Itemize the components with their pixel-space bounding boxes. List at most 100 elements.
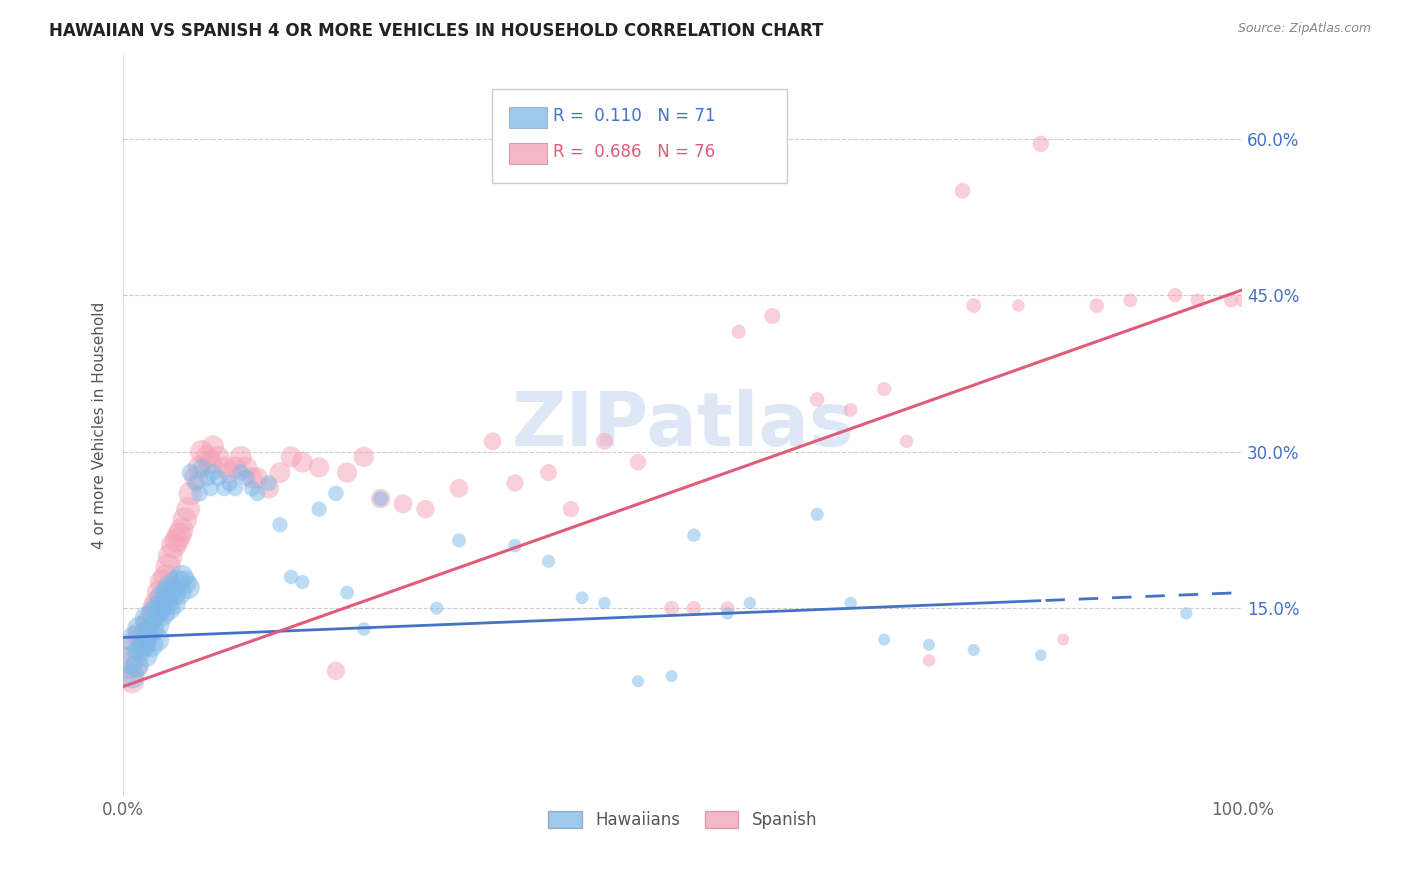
Point xyxy=(201,440,224,454)
Point xyxy=(291,575,314,590)
Point xyxy=(240,481,263,495)
Point xyxy=(1119,293,1142,308)
Point xyxy=(212,481,235,495)
Point xyxy=(177,502,200,516)
Point xyxy=(873,382,896,396)
Point xyxy=(152,607,174,621)
Point xyxy=(118,658,141,673)
Point xyxy=(571,591,593,605)
Point xyxy=(155,570,177,584)
Point xyxy=(179,466,201,480)
Point xyxy=(370,491,392,506)
Text: HAWAIIAN VS SPANISH 4 OR MORE VEHICLES IN HOUSEHOLD CORRELATION CHART: HAWAIIAN VS SPANISH 4 OR MORE VEHICLES I… xyxy=(49,22,824,40)
Y-axis label: 4 or more Vehicles in Household: 4 or more Vehicles in Household xyxy=(93,302,107,549)
Point xyxy=(683,601,706,615)
Point xyxy=(896,434,918,449)
Point xyxy=(336,585,359,599)
Point xyxy=(503,539,526,553)
Point xyxy=(152,575,174,590)
Point xyxy=(481,434,503,449)
Point xyxy=(173,575,195,590)
Point xyxy=(661,601,683,615)
Point xyxy=(963,299,986,313)
Point xyxy=(447,481,470,495)
Point xyxy=(1029,648,1052,663)
Point xyxy=(200,455,222,469)
Point xyxy=(353,622,375,636)
Point xyxy=(246,486,269,500)
Point xyxy=(166,575,188,590)
Point xyxy=(167,585,190,599)
Point xyxy=(184,471,207,485)
Point xyxy=(683,528,706,542)
Point xyxy=(136,612,159,626)
Text: Source: ZipAtlas.com: Source: ZipAtlas.com xyxy=(1237,22,1371,36)
Point xyxy=(1085,299,1108,313)
Point xyxy=(184,475,207,490)
Point xyxy=(240,471,263,485)
Point xyxy=(177,580,200,594)
Point xyxy=(291,455,314,469)
Point xyxy=(806,508,828,522)
Point xyxy=(952,184,974,198)
Point xyxy=(167,528,190,542)
Point xyxy=(124,632,146,647)
Point xyxy=(1187,293,1209,308)
Point xyxy=(141,622,163,636)
Point xyxy=(716,601,738,615)
Point xyxy=(124,638,146,652)
Point xyxy=(761,309,783,323)
Point xyxy=(129,627,152,641)
Point xyxy=(235,471,257,485)
Point xyxy=(159,549,181,563)
Point xyxy=(392,497,415,511)
Point xyxy=(503,475,526,490)
Text: ZIPatlas: ZIPatlas xyxy=(512,389,853,462)
Point xyxy=(308,502,330,516)
Point xyxy=(963,643,986,657)
Point xyxy=(170,570,193,584)
Point xyxy=(593,596,616,610)
Point xyxy=(170,523,193,537)
Point xyxy=(229,450,252,464)
Point xyxy=(560,502,582,516)
Point xyxy=(325,664,347,678)
Point xyxy=(447,533,470,548)
Point xyxy=(918,653,941,667)
Point xyxy=(537,554,560,568)
Point xyxy=(148,601,170,615)
Point xyxy=(146,616,169,631)
Point xyxy=(141,638,163,652)
Point xyxy=(146,596,169,610)
Point xyxy=(839,403,862,417)
Point xyxy=(135,648,157,663)
Point xyxy=(224,481,246,495)
Point xyxy=(229,466,252,480)
Point xyxy=(308,460,330,475)
Point xyxy=(918,638,941,652)
Point xyxy=(118,653,141,667)
Point xyxy=(257,481,280,495)
Point xyxy=(163,596,186,610)
Point xyxy=(188,486,211,500)
Point xyxy=(135,627,157,641)
Point xyxy=(201,466,224,480)
Point xyxy=(125,658,148,673)
Point xyxy=(280,450,302,464)
Point xyxy=(224,460,246,475)
Point xyxy=(155,596,177,610)
Point xyxy=(159,580,181,594)
Point xyxy=(1175,607,1198,621)
Point xyxy=(136,616,159,631)
Text: R =  0.110   N = 71: R = 0.110 N = 71 xyxy=(553,107,716,125)
Point xyxy=(157,559,180,574)
Point xyxy=(157,601,180,615)
Point xyxy=(218,475,240,490)
Point xyxy=(141,612,163,626)
Point xyxy=(426,601,449,615)
Point xyxy=(1052,632,1074,647)
Point xyxy=(1232,293,1254,308)
Point xyxy=(190,444,212,458)
Point xyxy=(235,460,257,475)
Point xyxy=(190,460,212,475)
